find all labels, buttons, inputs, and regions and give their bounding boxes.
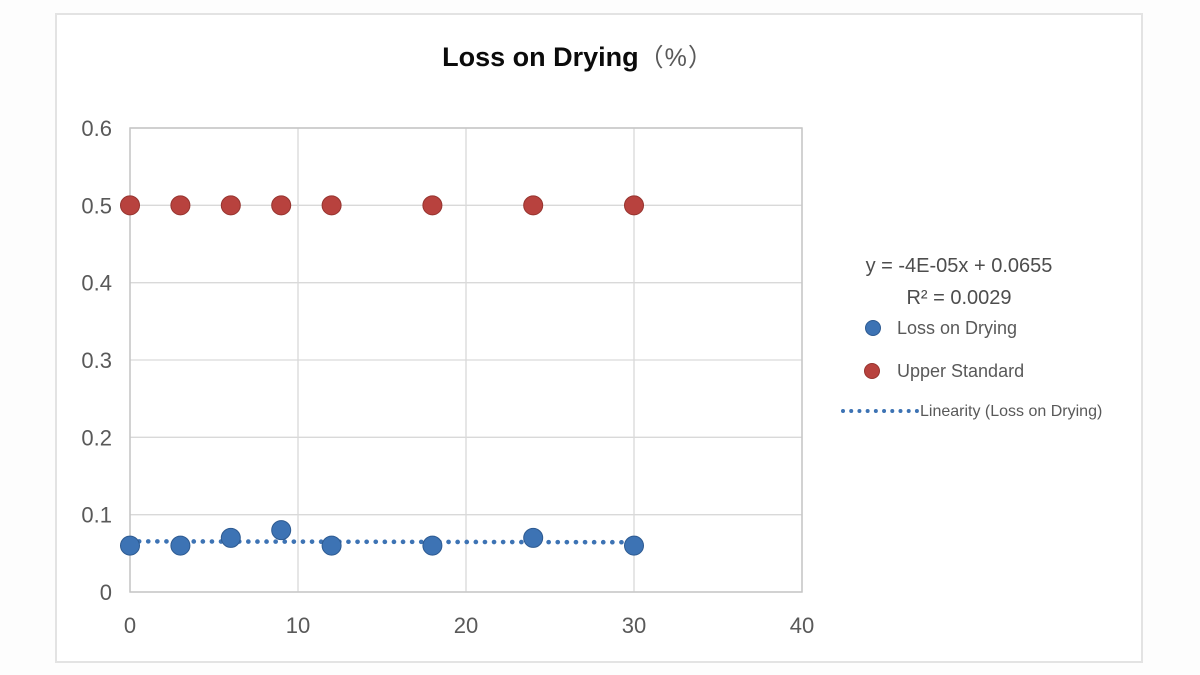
trendline-equation: y = -4E-05x + 0.0655 bbox=[865, 255, 1053, 277]
data-point-upper-standard bbox=[220, 195, 241, 216]
x-axis-tick-label: 0 bbox=[124, 613, 136, 638]
legend-trendline-swatch-icon bbox=[841, 409, 919, 413]
x-axis-tick-label: 10 bbox=[286, 613, 310, 638]
data-point-upper-standard bbox=[523, 195, 544, 216]
legend-marker-loss-on-drying bbox=[865, 320, 881, 336]
legend-label-loss-on-drying: Loss on Drying bbox=[897, 318, 1018, 338]
legend-label-linearity: Linearity (Loss on Drying) bbox=[920, 403, 1103, 420]
linearity-trendline bbox=[127, 539, 647, 545]
data-point-upper-standard bbox=[624, 195, 644, 216]
data-point-upper-standard bbox=[120, 195, 140, 216]
chart-title-unit: （%） bbox=[638, 44, 714, 72]
y-axis-tick-label: 0.1 bbox=[81, 503, 112, 528]
trendline-r-squared: R² = 0.0029 bbox=[906, 287, 1012, 309]
data-point-loss-on-drying bbox=[422, 535, 443, 556]
data-point-upper-standard bbox=[170, 195, 191, 216]
trendline-equation-block: y = -4E-05x + 0.0655 R² = 0.0029 bbox=[843, 250, 1075, 314]
x-axis-tick-label: 20 bbox=[454, 613, 478, 638]
x-axis-tick-label: 40 bbox=[790, 613, 814, 638]
legend-label-upper-standard: Upper Standard bbox=[897, 361, 1025, 381]
y-axis-tick-label: 0.4 bbox=[81, 271, 112, 296]
y-axis-tick-label: 0.3 bbox=[81, 348, 112, 373]
chart-frame bbox=[55, 13, 1143, 663]
chart-title: Loss on Drying（%） bbox=[298, 38, 858, 74]
x-axis-tick-label: 30 bbox=[622, 613, 646, 638]
data-point-upper-standard bbox=[271, 195, 292, 216]
data-point-loss-on-drying bbox=[170, 535, 191, 556]
data-point-upper-standard bbox=[422, 195, 443, 216]
data-point-upper-standard bbox=[321, 195, 342, 216]
data-point-loss-on-drying bbox=[523, 527, 544, 548]
y-axis-tick-label: 0.6 bbox=[81, 116, 112, 141]
y-axis-tick-label: 0.5 bbox=[81, 193, 112, 218]
y-axis-tick-label: 0 bbox=[100, 580, 112, 605]
y-axis-tick-label: 0.2 bbox=[81, 425, 112, 450]
data-point-loss-on-drying bbox=[120, 535, 140, 556]
plot-border bbox=[129, 127, 803, 593]
data-point-loss-on-drying bbox=[271, 520, 292, 541]
data-point-loss-on-drying bbox=[624, 535, 644, 556]
chart-title-main: Loss on Drying bbox=[442, 42, 639, 72]
data-point-loss-on-drying bbox=[321, 535, 342, 556]
legend-marker-upper-standard bbox=[864, 363, 880, 379]
data-point-loss-on-drying bbox=[220, 527, 241, 548]
